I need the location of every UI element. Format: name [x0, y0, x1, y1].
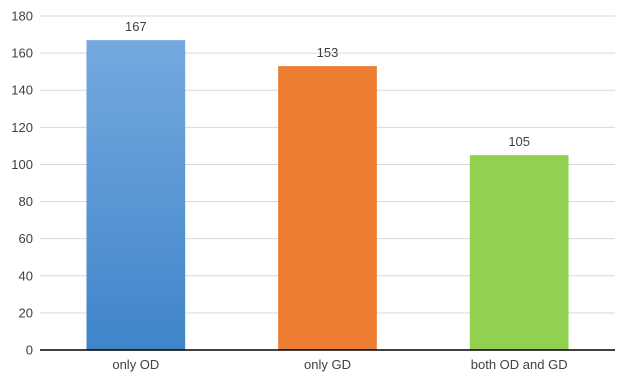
x-category-label: both OD and GD — [471, 357, 568, 372]
data-label: 167 — [125, 19, 147, 34]
bar-only-od — [86, 40, 186, 350]
y-axis-tick-labels: 0 20 40 60 80 100 120 140 160 180 — [11, 9, 33, 358]
y-tick-label: 60 — [19, 231, 33, 246]
x-category-label: only GD — [304, 357, 351, 372]
y-tick-label: 120 — [11, 120, 33, 135]
y-tick-label: 40 — [19, 268, 33, 283]
y-tick-label: 180 — [11, 9, 33, 24]
y-tick-label: 160 — [11, 46, 33, 61]
y-tick-label: 0 — [26, 343, 33, 358]
bar-only-gd — [278, 66, 377, 350]
y-tick-label: 100 — [11, 157, 33, 172]
y-tick-label: 20 — [19, 305, 33, 320]
data-label: 105 — [508, 134, 530, 149]
data-labels: 167 153 105 — [125, 19, 530, 149]
data-label: 153 — [317, 45, 339, 60]
y-tick-label: 80 — [19, 194, 33, 209]
x-axis-category-labels: only OD only GD both OD and GD — [112, 357, 567, 372]
bars — [86, 40, 569, 350]
bar-both-od-and-gd — [469, 155, 569, 350]
x-category-label: only OD — [112, 357, 159, 372]
y-tick-label: 140 — [11, 83, 33, 98]
